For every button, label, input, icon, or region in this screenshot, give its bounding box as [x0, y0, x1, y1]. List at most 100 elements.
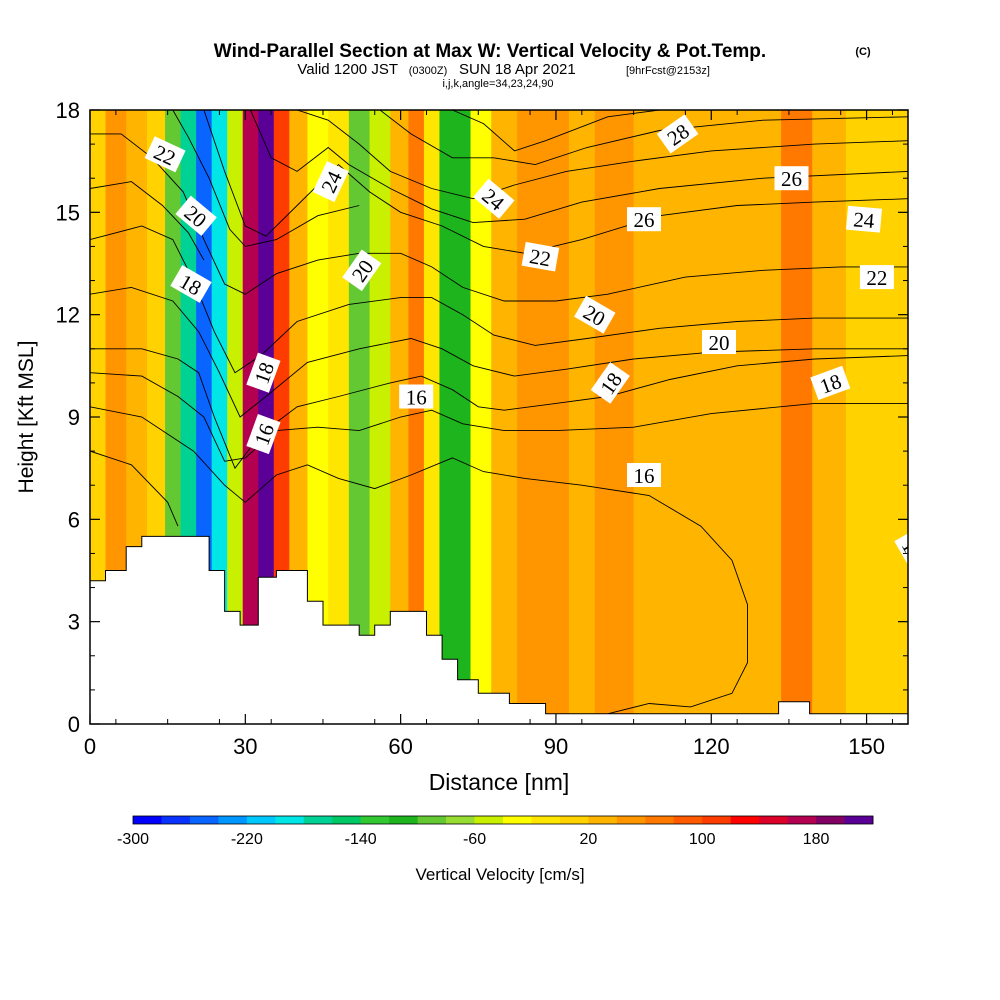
colorbar-segment [645, 816, 675, 824]
colorbar-segment [844, 816, 874, 824]
velocity-cell [781, 110, 813, 724]
colorbar-tick-label: 100 [689, 831, 716, 848]
colorbar-segment [360, 816, 390, 824]
colorbar-segment [616, 816, 646, 824]
x-tick-label: 120 [693, 734, 730, 759]
contour-label-box [859, 265, 894, 290]
contour-label: 26 [627, 207, 661, 232]
colorbar-segment [759, 816, 789, 824]
colorbar-segment [503, 816, 532, 824]
colorbar-segment [531, 816, 561, 824]
colorbar-segment [133, 816, 162, 824]
velocity-cell [845, 110, 886, 724]
contour-label-box [846, 205, 882, 233]
y-axis-label: Height [Kft MSL] [15, 341, 38, 494]
theta-contour-line [90, 133, 908, 302]
colorbar-segment [702, 816, 732, 824]
x-axis-label: Distance [nm] [429, 769, 570, 795]
velocity-cell [470, 110, 492, 724]
colorbar-label: Vertical Velocity [cm/s] [415, 865, 584, 884]
velocity-cell [568, 110, 596, 724]
contour-label-box [627, 463, 661, 487]
contour-label: 18 [246, 352, 281, 393]
contour-label-box [590, 362, 630, 404]
colorbar-segment [218, 816, 248, 824]
velocity-cell [408, 110, 425, 724]
contour-label-text: 26 [781, 167, 802, 191]
contour-label: 16 [246, 414, 281, 455]
colorbar-tick-label: -300 [117, 831, 149, 848]
title-unit: (C) [855, 46, 871, 58]
colorbar-segment [446, 816, 475, 824]
x-tick-label: 60 [388, 734, 412, 759]
theta-contours [90, 110, 908, 715]
theta-contour-line [90, 286, 908, 418]
colorbar-segment [559, 816, 589, 824]
contour-label-box [473, 178, 515, 219]
contour-label-box [656, 114, 699, 154]
contour-label-box [170, 265, 212, 303]
theta-contour-line [90, 372, 908, 462]
velocity-cell [884, 110, 908, 724]
contour-label: 16 [399, 384, 434, 410]
contour-label: 22 [521, 241, 560, 272]
velocity-cell [594, 110, 635, 724]
forecast-info: [9hrFcst@2153z] [626, 65, 710, 77]
contour-label-text: 16 [406, 386, 427, 410]
x-tick-label: 150 [848, 734, 885, 759]
velocity-cell [633, 110, 686, 724]
axes: 0 30 60 90 120 150 0 3 6 9 12 15 18 [56, 98, 908, 759]
contour-label-text: 22 [528, 244, 553, 271]
contour-label-text: 20 [709, 331, 730, 355]
colorbar-tick-label: 20 [579, 831, 597, 848]
colorbar-segment [673, 816, 703, 824]
x-tick-label: 30 [233, 734, 257, 759]
colorbar-tick-label: 180 [803, 831, 830, 848]
colorbar-tick-label: -60 [463, 831, 486, 848]
theta-contour-line [379, 110, 908, 166]
contour-label-text: 24 [852, 207, 876, 233]
valid-prefix: Valid 1200 JST [297, 61, 398, 78]
contour-label: 16 [894, 529, 908, 571]
contour-label: 18 [810, 365, 851, 400]
contour-label-box [175, 195, 217, 236]
contour-label: 20 [702, 330, 736, 355]
velocity-cell [454, 110, 472, 724]
colorbar-segment [588, 816, 618, 824]
contour-label-text: 22 [866, 266, 887, 290]
y-tick-label: 9 [68, 405, 80, 430]
contour-labels: 2220181816242016242220182826162026242218… [144, 114, 908, 571]
velocity-cell [258, 110, 275, 724]
terrain [90, 535, 908, 724]
colorbar: -300 -220 -140 -60 20 100 180 [117, 815, 874, 848]
valid-date: SUN 18 Apr 2021 [459, 61, 576, 78]
velocity-cell [307, 110, 329, 724]
contour-label-box [246, 414, 281, 455]
contour-label: 24 [846, 205, 882, 233]
colorbar-segment [189, 816, 219, 824]
theta-contour-line [90, 181, 205, 261]
colorbar-tick-label: -140 [345, 831, 377, 848]
contour-label-box [894, 529, 908, 571]
velocity-cell [737, 110, 782, 724]
colorbar-segment [246, 816, 276, 824]
colorbar-segment [389, 816, 419, 824]
contour-label-box [521, 241, 560, 272]
theta-contour-line [172, 110, 360, 247]
contour-label: 22 [859, 265, 894, 290]
colorbar-frame [132, 815, 874, 825]
grid-indices: i,j,k,angle=34,23,24,90 [442, 78, 553, 90]
velocity-cell [227, 110, 244, 724]
theta-contour-line [90, 450, 179, 527]
colorbar-segment [417, 816, 447, 824]
contour-label-box [774, 166, 809, 191]
colorbar-segment [787, 816, 817, 824]
velocity-cell [423, 110, 441, 724]
colorbar-segment [332, 816, 362, 824]
contour-label-box [342, 249, 382, 292]
x-tick-label: 90 [544, 734, 568, 759]
chart-title: Wind-Parallel Section at Max W: Vertical… [214, 41, 766, 62]
theta-contour-line [250, 110, 908, 224]
terrain-mask [90, 535, 908, 724]
